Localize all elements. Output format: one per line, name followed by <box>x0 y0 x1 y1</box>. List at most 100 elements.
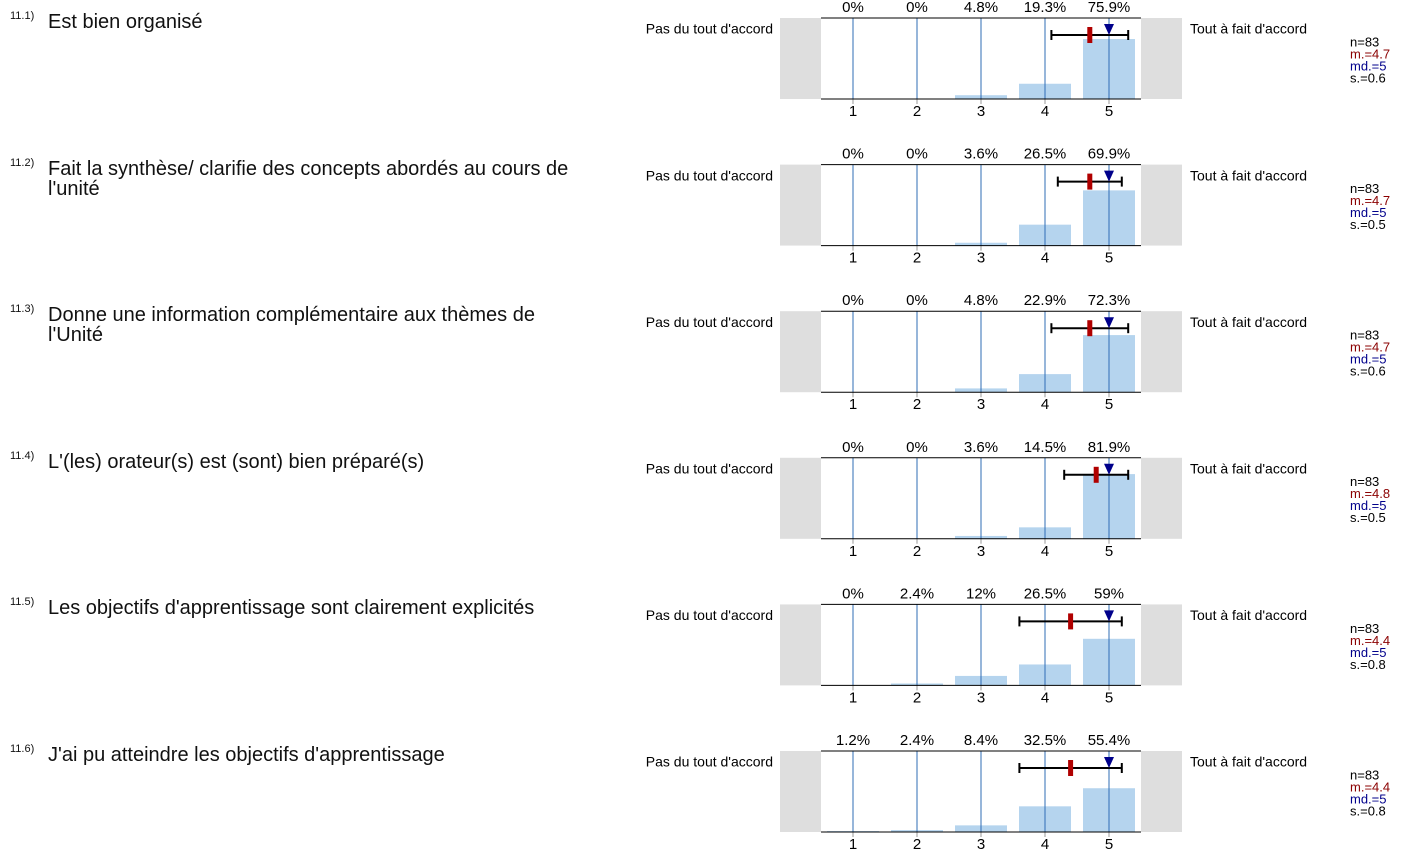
percent-label: 8.4% <box>964 732 998 749</box>
grey-box <box>780 18 821 99</box>
percent-label: 26.5% <box>1024 146 1067 163</box>
percent-label: 1.2% <box>836 732 870 749</box>
stat-median: md.=5 <box>1350 352 1387 367</box>
stat-n: n=83 <box>1350 181 1379 196</box>
percent-label: 0% <box>842 585 864 602</box>
percent-label: 4.8% <box>964 0 998 16</box>
percent-label: 0% <box>906 0 928 16</box>
scale-label: 1 <box>849 103 857 120</box>
stat-median: md.=5 <box>1350 498 1387 513</box>
stat-n: n=83 <box>1350 621 1379 636</box>
right-label: Tout à fait d'accord <box>1190 314 1307 330</box>
median-marker <box>1104 463 1114 475</box>
grey-box <box>1141 18 1182 99</box>
scale-label: 4 <box>1041 250 1049 267</box>
percent-label: 32.5% <box>1024 732 1067 749</box>
scale-label: 5 <box>1105 836 1113 850</box>
right-label: Tout à fait d'accord <box>1190 754 1307 770</box>
scale-label: 1 <box>849 543 857 560</box>
question: Les objectifs d'apprentissage sont clair… <box>48 597 535 620</box>
stat-std: s.=0.8 <box>1350 803 1386 818</box>
item-number: 11.1) <box>10 10 35 22</box>
percent-label: 26.5% <box>1024 585 1067 602</box>
stat-mean: m.=4.7 <box>1350 340 1390 355</box>
stat-median: md.=5 <box>1350 791 1387 806</box>
scale-label: 3 <box>977 836 985 850</box>
percent-label: 19.3% <box>1024 0 1067 16</box>
stat-median: md.=5 <box>1350 58 1387 73</box>
percent-label: 72.3% <box>1088 292 1131 309</box>
percent-label: 59% <box>1094 585 1124 602</box>
percent-label: 0% <box>842 292 864 309</box>
scale-label: 5 <box>1105 396 1113 413</box>
stat-mean: m.=4.8 <box>1350 486 1390 501</box>
right-label: Tout à fait d'accord <box>1190 167 1307 183</box>
mean-marker <box>1068 613 1074 630</box>
stat-std: s.=0.8 <box>1350 657 1386 672</box>
stat-n: n=83 <box>1350 474 1379 489</box>
grey-box <box>780 751 821 832</box>
scale-label: 5 <box>1105 689 1113 706</box>
grey-box <box>780 604 821 686</box>
percent-label: 14.5% <box>1024 439 1067 456</box>
scale-label: 3 <box>977 103 985 120</box>
scale-label: 4 <box>1041 836 1049 850</box>
percent-label: 3.6% <box>964 439 998 456</box>
scale-label: 4 <box>1041 396 1049 413</box>
median-marker <box>1104 317 1114 329</box>
percent-label: 3.6% <box>964 146 998 163</box>
percent-label: 22.9% <box>1024 292 1067 309</box>
stat-std: s.=0.6 <box>1350 70 1386 85</box>
scale-label: 3 <box>977 396 985 413</box>
grey-box <box>1141 311 1182 393</box>
left-label: Pas du tout d'accord <box>646 21 773 37</box>
scale-label: 3 <box>977 250 985 267</box>
stat-median: md.=5 <box>1350 205 1387 220</box>
left-label: Pas du tout d'accord <box>646 607 773 623</box>
percent-label: 2.4% <box>900 585 934 602</box>
item-number: 11.3) <box>10 303 35 316</box>
question: Donne une information complémentaire aux… <box>48 304 535 347</box>
percent-label: 4.8% <box>964 292 998 309</box>
scale-label: 2 <box>913 396 921 413</box>
stat-n: n=83 <box>1350 328 1379 343</box>
question: L'(les) orateur(s) est (sont) bien prépa… <box>48 450 425 473</box>
scale-label: 2 <box>913 836 921 850</box>
percent-label: 0% <box>842 439 864 456</box>
scale-label: 1 <box>849 396 857 413</box>
left-label: Pas du tout d'accord <box>646 461 773 477</box>
scale-label: 1 <box>849 250 857 267</box>
scale-label: 1 <box>849 689 857 706</box>
grey-box <box>1141 604 1182 686</box>
median-marker <box>1104 24 1114 35</box>
scale-label: 5 <box>1105 250 1113 267</box>
scale-label: 1 <box>849 836 857 850</box>
mean-marker <box>1087 320 1093 337</box>
stat-n: n=83 <box>1350 34 1379 49</box>
scale-label: 2 <box>913 250 921 267</box>
mean-marker <box>1087 173 1093 190</box>
scale-label: 3 <box>977 543 985 560</box>
mean-marker <box>1087 27 1093 43</box>
scale-label: 4 <box>1041 689 1049 706</box>
stat-mean: m.=4.7 <box>1350 46 1390 61</box>
percent-label: 0% <box>906 292 928 309</box>
scale-label: 4 <box>1041 103 1049 120</box>
item-number: 11.5) <box>10 596 35 609</box>
right-label: Tout à fait d'accord <box>1190 461 1307 477</box>
stat-median: md.=5 <box>1350 645 1387 660</box>
stat-std: s.=0.5 <box>1350 217 1386 232</box>
mean-marker <box>1093 466 1099 483</box>
stat-std: s.=0.6 <box>1350 364 1386 379</box>
percent-label: 2.4% <box>900 732 934 749</box>
grey-box <box>780 164 821 246</box>
question: J'ai pu atteindre les objectifs d'appren… <box>48 744 445 766</box>
percent-label: 55.4% <box>1088 732 1131 749</box>
left-label: Pas du tout d'accord <box>646 314 773 330</box>
grey-box <box>1141 751 1182 832</box>
grey-box <box>780 311 821 393</box>
left-label: Pas du tout d'accord <box>646 754 773 770</box>
median-marker <box>1104 757 1114 768</box>
